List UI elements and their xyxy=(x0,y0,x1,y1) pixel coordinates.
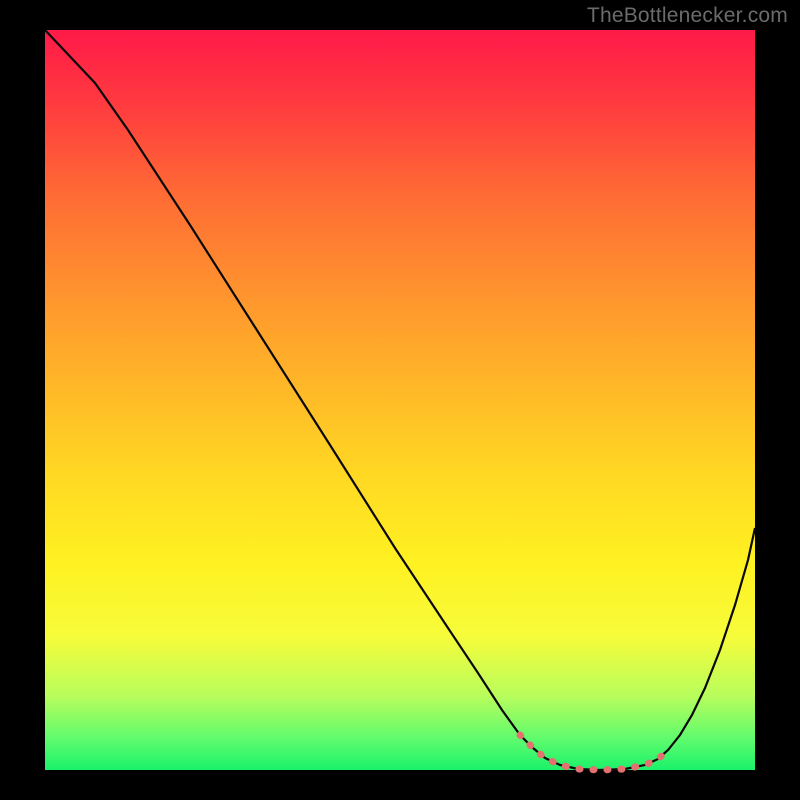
gradient-background xyxy=(45,30,755,770)
chart-frame: { "watermark": { "text": "TheBottlenecke… xyxy=(0,0,800,800)
watermark-text: TheBottlenecker.com xyxy=(587,4,788,28)
bottleneck-curve-chart xyxy=(0,0,800,800)
